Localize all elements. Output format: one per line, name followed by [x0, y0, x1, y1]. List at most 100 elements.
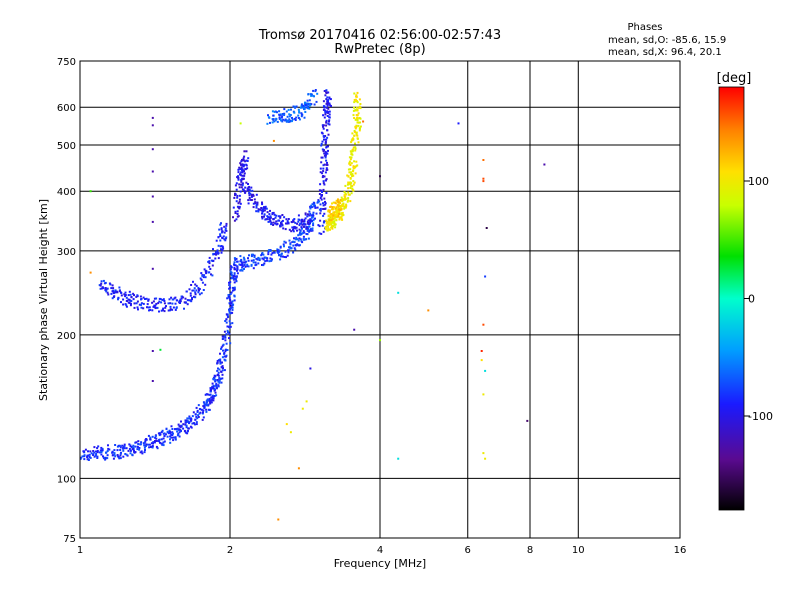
- data-point: [122, 449, 125, 452]
- data-point: [89, 271, 92, 274]
- data-point: [226, 329, 229, 332]
- data-point: [351, 149, 354, 151]
- data-point: [195, 289, 198, 292]
- data-point: [345, 204, 348, 207]
- data-point: [356, 101, 359, 104]
- data-point: [191, 415, 194, 418]
- data-point: [113, 295, 116, 298]
- data-point: [137, 308, 139, 311]
- data-point: [241, 169, 243, 171]
- data-point: [345, 203, 348, 206]
- data-point: [297, 218, 300, 221]
- data-point: [229, 286, 231, 289]
- data-point: [250, 259, 253, 262]
- data-point: [336, 213, 339, 215]
- data-point: [233, 281, 236, 284]
- data-point: [163, 300, 166, 302]
- data-point: [219, 352, 221, 355]
- data-point: [293, 241, 296, 244]
- data-point: [323, 183, 326, 186]
- data-point: [260, 209, 263, 212]
- data-point: [287, 120, 290, 122]
- x-tick-label: 1: [77, 545, 83, 556]
- data-point: [225, 321, 228, 324]
- data-point: [353, 99, 356, 101]
- data-point: [304, 212, 307, 215]
- data-point: [186, 299, 189, 302]
- data-point: [242, 165, 245, 168]
- data-point: [341, 205, 344, 208]
- data-point: [143, 441, 146, 444]
- data-point: [122, 455, 125, 458]
- data-point: [202, 276, 205, 279]
- data-point: [229, 307, 232, 310]
- data-point: [130, 446, 133, 448]
- data-point: [207, 403, 210, 406]
- data-point: [335, 211, 338, 213]
- data-point: [355, 95, 357, 98]
- data-point: [126, 300, 129, 302]
- data-point: [220, 347, 222, 350]
- data-point: [311, 220, 313, 222]
- data-point: [355, 160, 358, 163]
- data-point: [235, 275, 238, 278]
- data-point: [140, 441, 143, 444]
- data-point: [242, 157, 245, 160]
- data-point: [347, 197, 350, 200]
- data-point: [346, 174, 349, 177]
- data-point: [228, 284, 231, 287]
- data-point: [338, 209, 341, 211]
- data-point: [269, 257, 272, 260]
- data-point: [241, 261, 244, 264]
- data-point: [195, 421, 198, 424]
- data-point: [130, 296, 133, 299]
- data-point: [358, 129, 361, 132]
- data-point: [325, 192, 328, 194]
- data-point: [324, 154, 327, 157]
- data-point: [352, 137, 354, 140]
- data-point: [347, 168, 350, 171]
- data-point: [217, 384, 220, 387]
- data-point: [233, 261, 236, 264]
- data-point: [350, 141, 353, 144]
- data-point: [326, 161, 328, 164]
- data-point: [130, 300, 133, 302]
- data-point: [310, 204, 313, 207]
- data-point: [228, 326, 231, 328]
- data-point: [342, 202, 345, 205]
- data-point: [303, 107, 306, 110]
- data-point: [233, 257, 236, 260]
- data-point: [325, 151, 328, 154]
- data-point: [144, 445, 147, 447]
- data-point: [295, 105, 298, 108]
- data-point: [246, 263, 249, 266]
- data-point: [324, 226, 327, 229]
- data-point: [319, 197, 322, 199]
- data-point: [171, 428, 174, 430]
- data-point: [167, 302, 170, 305]
- data-point: [265, 207, 268, 210]
- data-point: [347, 175, 350, 178]
- data-point: [143, 444, 146, 447]
- data-point: [329, 98, 332, 101]
- data-point: [351, 153, 354, 156]
- data-point: [184, 419, 187, 422]
- data-point: [349, 177, 352, 179]
- data-point: [298, 237, 301, 240]
- data-point: [133, 302, 136, 305]
- data-point: [174, 436, 177, 439]
- data-point: [188, 288, 191, 291]
- data-point: [249, 192, 252, 195]
- data-point: [356, 108, 359, 111]
- data-point: [136, 445, 139, 448]
- data-point: [239, 263, 242, 266]
- data-point: [116, 445, 119, 448]
- data-point: [241, 164, 244, 167]
- data-point: [221, 335, 224, 338]
- data-point: [234, 258, 237, 261]
- data-point: [288, 239, 291, 242]
- data-point: [192, 422, 195, 425]
- data-point: [247, 257, 249, 260]
- data-point: [243, 264, 246, 266]
- data-point: [124, 303, 127, 306]
